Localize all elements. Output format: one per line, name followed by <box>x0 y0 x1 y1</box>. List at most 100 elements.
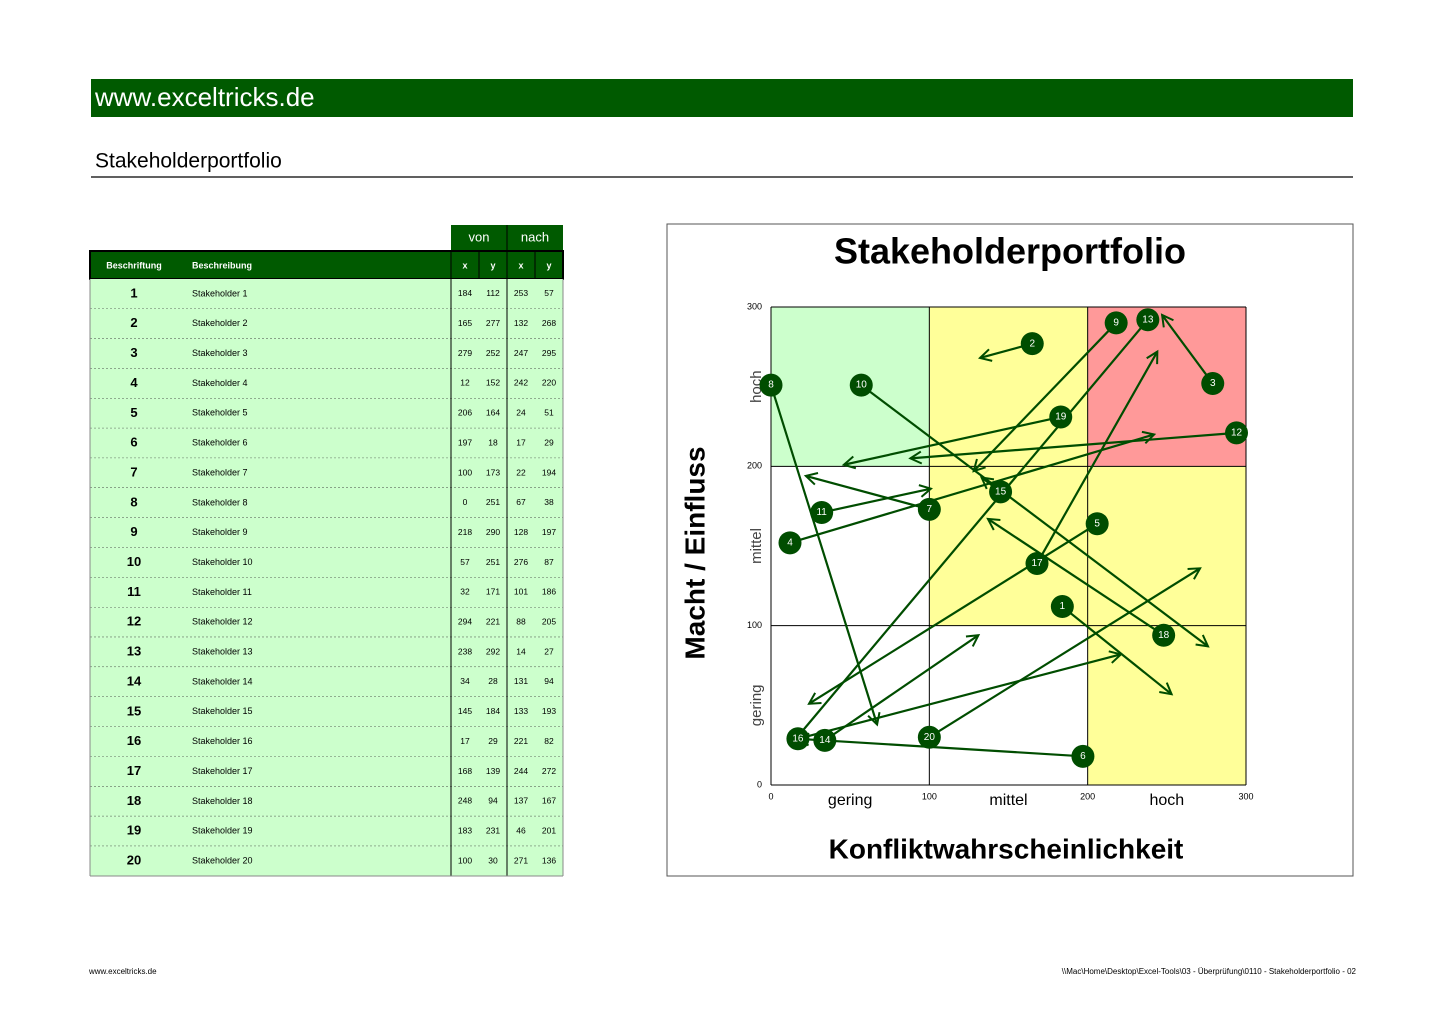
row-value: 201 <box>542 825 556 835</box>
row-value: 205 <box>542 617 556 627</box>
row-value: 295 <box>542 348 556 358</box>
row-value: 128 <box>514 527 528 537</box>
row-value: 28 <box>488 676 498 686</box>
row-label: 15 <box>127 703 141 718</box>
x-tick-label: 300 <box>1238 791 1253 801</box>
x-zone-label: hoch <box>1149 792 1184 809</box>
point-label: 10 <box>856 380 868 391</box>
footer-right: \\Mac\Home\Desktop\Excel-Tools\03 - Über… <box>1062 967 1357 976</box>
row-label: 4 <box>130 375 138 390</box>
row-label: 16 <box>127 733 141 748</box>
row-value: 67 <box>516 497 526 507</box>
row-name: Stakeholder 5 <box>192 408 248 418</box>
zone <box>1087 625 1246 785</box>
row-value: 57 <box>460 557 470 567</box>
arrow <box>795 732 1083 758</box>
row-name: Stakeholder 15 <box>192 706 253 716</box>
row-name: Stakeholder 19 <box>192 826 253 836</box>
table-row <box>90 517 563 548</box>
row-value: 17 <box>460 736 470 746</box>
row-label: 8 <box>130 494 137 509</box>
point <box>1025 552 1049 576</box>
row-value: 279 <box>458 348 472 358</box>
row-value: 277 <box>486 318 500 328</box>
group-header-label: von <box>469 229 490 244</box>
arrow <box>908 431 1237 465</box>
row-label: 3 <box>130 345 137 360</box>
point-label: 4 <box>787 537 793 548</box>
zone <box>929 625 1088 785</box>
point <box>1104 311 1128 335</box>
row-value: 221 <box>486 617 500 627</box>
row-label: 12 <box>127 614 141 629</box>
point <box>1049 405 1073 429</box>
arrow <box>821 484 933 514</box>
arrow <box>1160 313 1214 385</box>
row-value: 251 <box>486 497 500 507</box>
page-title: Stakeholderportfolio <box>95 150 282 173</box>
row-label: 11 <box>127 584 141 599</box>
row-value: 268 <box>542 318 556 328</box>
table-row <box>90 607 563 638</box>
arrow <box>791 319 1149 744</box>
row-value: 248 <box>458 796 472 806</box>
point-label: 18 <box>1158 630 1170 641</box>
row-value: 164 <box>486 408 500 418</box>
row-label: 10 <box>127 554 141 569</box>
arrow <box>789 430 1157 544</box>
point <box>778 531 802 555</box>
row-label: 2 <box>130 315 137 330</box>
table-row <box>90 696 563 727</box>
row-value: 183 <box>458 825 472 835</box>
site-title: www.exceltricks.de <box>94 82 315 112</box>
row-name: Stakeholder 9 <box>192 527 248 537</box>
point-label: 12 <box>1231 428 1243 439</box>
arrow <box>824 634 981 742</box>
table-row <box>90 756 563 787</box>
point <box>1071 744 1095 768</box>
row-value: 186 <box>542 587 556 597</box>
row-value: 136 <box>542 855 556 865</box>
row-value: 244 <box>514 766 528 776</box>
header-label: x <box>462 260 467 270</box>
table-row <box>90 637 563 668</box>
point-label: 15 <box>995 486 1007 497</box>
row-value: 218 <box>458 527 472 537</box>
row-value: 290 <box>486 527 500 537</box>
x-axis-label: Konfliktwahrscheinlichkeit <box>829 833 1184 864</box>
zone <box>771 625 930 785</box>
point <box>917 725 941 749</box>
table-row <box>90 667 563 697</box>
table-row <box>90 458 563 488</box>
row-value: 252 <box>486 348 500 358</box>
row-name: Stakeholder 2 <box>192 318 248 328</box>
row-label: 6 <box>130 435 137 450</box>
row-value: 272 <box>542 766 556 776</box>
row-value: 168 <box>458 766 472 776</box>
point <box>849 373 873 397</box>
row-value: 220 <box>542 378 556 388</box>
row-value: 51 <box>544 408 554 418</box>
y-tick-label: 300 <box>747 301 762 311</box>
row-value: 197 <box>542 527 556 537</box>
row-value: 231 <box>486 825 500 835</box>
footer-left: www.exceltricks.de <box>88 967 157 976</box>
arrow <box>972 322 1117 473</box>
row-name: Stakeholder 17 <box>192 766 253 776</box>
row-value: 38 <box>544 497 554 507</box>
row-value: 294 <box>458 617 472 627</box>
row-value: 221 <box>514 736 528 746</box>
row-name: Stakeholder 13 <box>192 647 253 657</box>
row-value: 152 <box>486 378 500 388</box>
table-row <box>90 816 563 847</box>
point-label: 6 <box>1080 751 1086 762</box>
point-label: 3 <box>1210 378 1216 389</box>
row-value: 29 <box>544 437 554 447</box>
x-tick-label: 100 <box>922 791 937 801</box>
row-value: 238 <box>458 646 472 656</box>
point-label: 9 <box>1113 318 1119 329</box>
point <box>813 728 837 752</box>
point <box>1225 421 1248 445</box>
point <box>1085 512 1109 536</box>
